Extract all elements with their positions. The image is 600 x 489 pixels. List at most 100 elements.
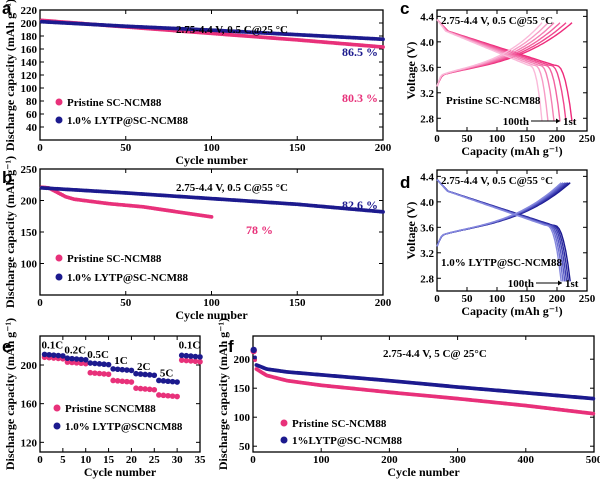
- x-tick-label: 0: [37, 297, 43, 309]
- data-point: [119, 366, 126, 373]
- data-point: [101, 371, 107, 377]
- y-tick-label: 4.0: [420, 197, 434, 209]
- charge-curve: [436, 182, 566, 247]
- x-tick-label: 50: [462, 293, 474, 305]
- legend-marker: [53, 404, 61, 412]
- cycle-first-label: 1st: [565, 278, 579, 290]
- data-point: [41, 351, 48, 358]
- cycle-arrow-head: [556, 118, 560, 124]
- panel-d: 0 50 100 150 200 250 2.8 3.2 3.6 4.0 4.4 Capacity (…: [400, 169, 596, 318]
- x-tick-label: 5: [60, 454, 66, 466]
- discharge-curve: [436, 19, 543, 122]
- y-axis-label: Discharge capacity (mAh g⁻¹): [216, 318, 230, 470]
- x-tick-label: 150: [519, 133, 536, 145]
- data-point: [137, 385, 144, 392]
- y-tick-label: 120: [21, 437, 38, 449]
- legend-label: Pristine SC-NCM88: [292, 418, 387, 430]
- x-tick-label: 50: [462, 133, 474, 145]
- data-point: [183, 357, 190, 364]
- data-point: [197, 358, 203, 365]
- data-point: [146, 372, 153, 378]
- y-tick-label: 120: [21, 70, 38, 82]
- data-point: [591, 396, 596, 401]
- y-tick-label: 3.2: [420, 88, 434, 100]
- data-point: [64, 355, 71, 362]
- data-point: [133, 385, 139, 392]
- legend-marker: [55, 273, 63, 281]
- data-point: [188, 353, 194, 359]
- x-axis-label: Capacity (mAh g⁻¹): [461, 304, 562, 318]
- data-point: [119, 378, 126, 385]
- data-point: [174, 393, 180, 400]
- data-point: [82, 356, 89, 363]
- x-tick-label: 20: [126, 454, 138, 466]
- data-point: [151, 386, 158, 393]
- x-axis-label: Cycle number: [175, 308, 248, 322]
- annotation: 2.75-4.4 V, 0.5 C@55 °C: [441, 15, 553, 27]
- legend-marker: [280, 419, 288, 427]
- data-point: [160, 378, 167, 384]
- panel-label: b: [2, 168, 12, 187]
- data-point: [50, 352, 57, 358]
- x-tick-label: 15: [103, 454, 115, 466]
- data-point: [209, 214, 214, 219]
- data-point: [165, 392, 171, 399]
- y-tick-label: 220: [21, 5, 38, 17]
- data-point: [253, 355, 257, 360]
- x-tick-label: 0: [434, 133, 440, 145]
- legend-label: Pristine SCNCM88: [65, 403, 156, 415]
- series-0: [251, 349, 596, 416]
- x-tick-label: 250: [579, 133, 596, 145]
- charge-curve: [436, 182, 569, 247]
- legend-label: 1%LYTP@SC-NCM88: [292, 435, 403, 447]
- data-point: [156, 377, 162, 384]
- y-tick-label: 2.8: [420, 113, 434, 125]
- data-point: [381, 37, 385, 42]
- x-tick-label: 30: [172, 454, 184, 466]
- data-point: [110, 377, 116, 384]
- panel-c: 0 50 100 150 200 250 2.8 3.2 3.6 4.0 4.4 Capacity (…: [400, 0, 596, 158]
- data-point: [55, 352, 62, 359]
- legend-label: Pristine SC-NCM88: [67, 97, 162, 109]
- charge-curve: [436, 182, 568, 247]
- data-point: [114, 366, 121, 373]
- charge-curve: [436, 22, 543, 87]
- y-tick-label: 250: [21, 164, 38, 176]
- data-point: [133, 370, 139, 377]
- data-point: [124, 378, 130, 385]
- data-point: [96, 370, 103, 377]
- x-tick-label: 50: [120, 142, 132, 154]
- retention-label: 80.3 %: [342, 91, 378, 105]
- panel-label: a: [2, 0, 12, 18]
- rate-label: 2C: [137, 361, 151, 373]
- y-axis-label: Discharge capacity (mAh g⁻¹): [3, 156, 17, 308]
- x-tick-label: 150: [519, 293, 536, 305]
- series-1: [251, 348, 596, 401]
- data-point: [169, 378, 176, 385]
- data-point: [64, 359, 71, 365]
- x-tick-label: 0: [37, 142, 43, 154]
- data-point: [73, 356, 80, 362]
- data-point: [124, 367, 130, 373]
- x-tick-label: 10: [80, 454, 92, 466]
- data-point: [87, 369, 94, 376]
- charge-curve: [436, 182, 564, 247]
- data-point: [192, 353, 199, 360]
- discharge-curve: [436, 179, 562, 282]
- data-point: [78, 360, 84, 367]
- data-point: [128, 379, 135, 385]
- x-tick-label: 100: [203, 297, 220, 309]
- series-1: [39, 19, 385, 42]
- panel-label: f: [228, 337, 234, 356]
- data-point: [591, 411, 596, 416]
- x-tick-label: 400: [518, 454, 535, 466]
- y-tick-label: 200: [21, 18, 38, 30]
- legend-label: 1.0% LYTP@SC-NCM88: [67, 115, 189, 127]
- data-point: [110, 366, 116, 372]
- annotation: 2.75-4.4 V, 5 C@ 25°C: [383, 348, 487, 360]
- x-tick-label: 100: [489, 133, 506, 145]
- y-tick-label: 160: [21, 399, 38, 411]
- x-tick-label: 200: [549, 293, 566, 305]
- data-point: [69, 359, 75, 366]
